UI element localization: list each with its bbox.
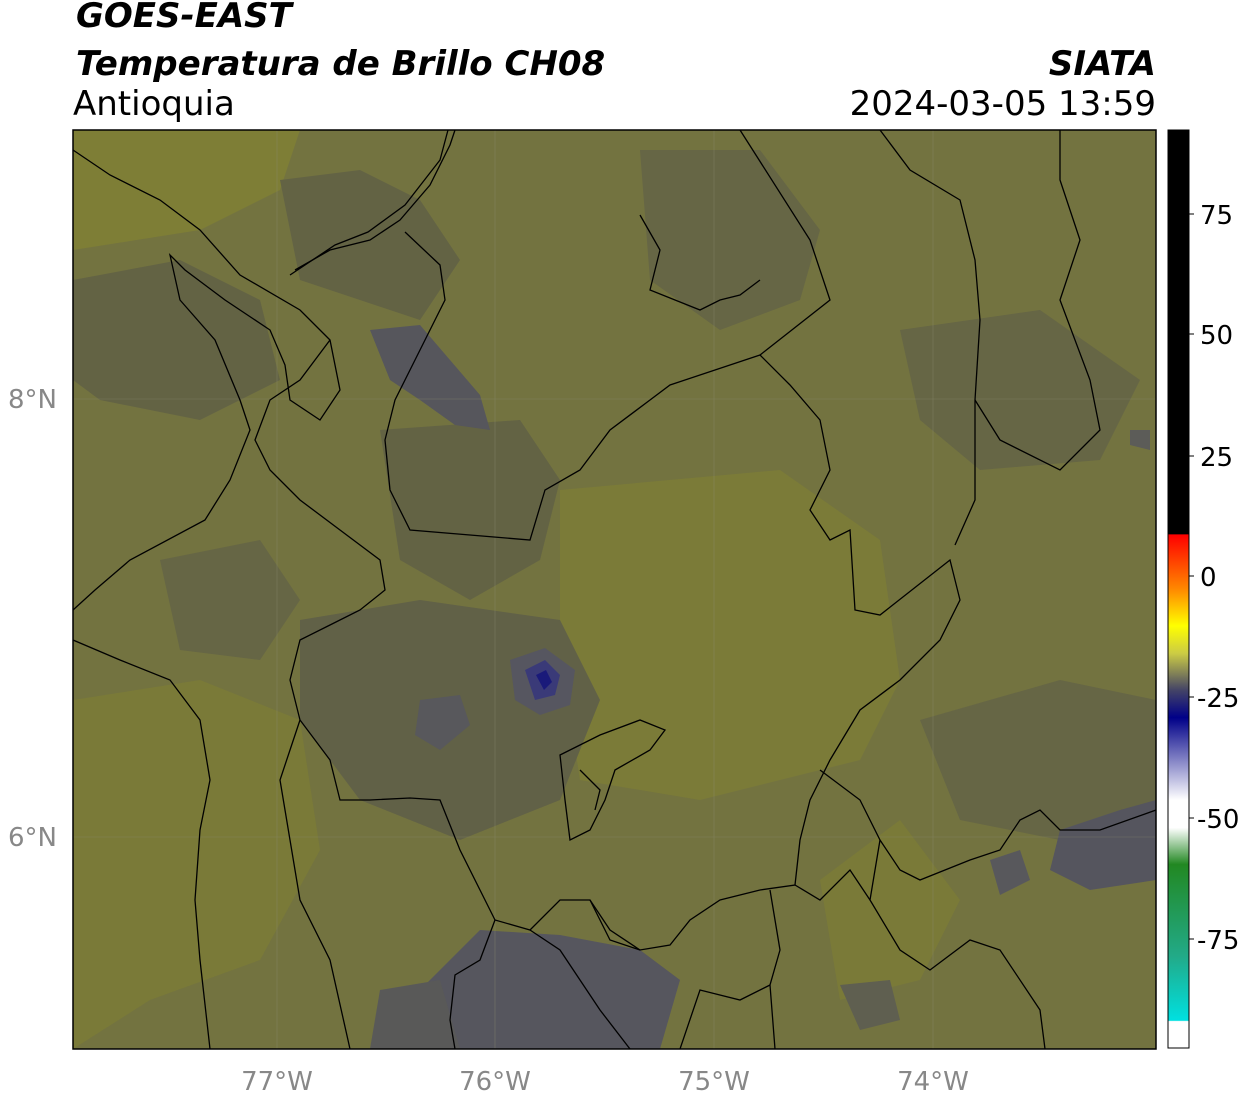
boundaries — [73, 130, 1156, 1049]
colorbar-tick: -25 — [1197, 684, 1239, 714]
colorbar-tick: -50 — [1197, 805, 1239, 835]
lon-tick-75w: 75°W — [678, 1067, 750, 1097]
colorbar-tick: -75 — [1197, 926, 1239, 956]
lat-tick-8n: 8°N — [8, 385, 57, 415]
colorbar-tick: 50 — [1200, 321, 1233, 351]
map-frame — [72, 129, 1157, 1050]
colorbar-tick: 0 — [1200, 563, 1217, 593]
datetime-label: 2024-03-05 13:59 — [849, 84, 1156, 124]
lat-tick-6n: 6°N — [8, 823, 57, 853]
lon-tick-77w: 77°W — [241, 1067, 313, 1097]
colorbar-tick: 25 — [1200, 443, 1233, 473]
lon-tick-76w: 76°W — [459, 1067, 531, 1097]
colorbar: 75 50 25 0 -25 -50 -75 — [1167, 129, 1239, 1049]
region-label: Antioquia — [73, 84, 235, 124]
org-label: SIATA — [1048, 44, 1156, 84]
colorbar-tick: 75 — [1200, 201, 1233, 231]
satellite-title: GOES-EAST — [76, 0, 292, 36]
brightness-temperature-field — [73, 130, 1156, 1049]
lon-tick-74w: 74°W — [897, 1067, 969, 1097]
colorbar-gradient — [1167, 129, 1190, 1049]
product-title: Temperatura de Brillo CH08 — [76, 44, 606, 84]
